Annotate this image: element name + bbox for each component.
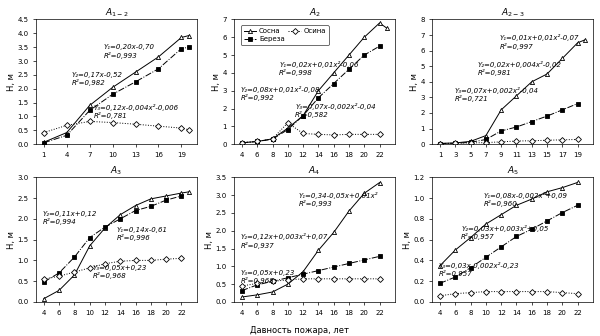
Text: Y₃=0,05x+0,23
R²=0,968: Y₃=0,05x+0,23 R²=0,968 bbox=[241, 269, 295, 284]
Text: Y₂=0,11x+0,12
R²=0,994: Y₂=0,11x+0,12 R²=0,994 bbox=[43, 211, 97, 225]
Text: Y₁=0,02x+0,01x²-0,06
R²=0,998: Y₁=0,02x+0,01x²-0,06 R²=0,998 bbox=[279, 60, 359, 76]
Text: Y₁=0,08x-0,002x²+0,09
R²=0,960: Y₁=0,08x-0,002x²+0,09 R²=0,960 bbox=[484, 192, 568, 207]
Text: Y₃=0,03x-0,002x²-0,23
R²=0,957: Y₃=0,03x-0,002x²-0,23 R²=0,957 bbox=[439, 262, 520, 277]
Text: Y₁=0,20x-0,70
R²=0,993: Y₁=0,20x-0,70 R²=0,993 bbox=[104, 44, 155, 58]
Y-axis label: H, м: H, м bbox=[7, 231, 16, 249]
Text: Y₂=0,12x+0,003x²+0,07
R²=0,937: Y₂=0,12x+0,003x²+0,07 R²=0,937 bbox=[241, 234, 328, 249]
Title: $A_{4}$: $A_{4}$ bbox=[308, 165, 320, 177]
Text: Y₂=0,17x-0,52
R²=0,982: Y₂=0,17x-0,52 R²=0,982 bbox=[71, 72, 122, 86]
Y-axis label: H, м: H, м bbox=[403, 231, 412, 249]
Y-axis label: H, м: H, м bbox=[410, 73, 419, 91]
Text: Y₂=0,03x+0,003x²+0,05
R²=0,957: Y₂=0,03x+0,003x²+0,05 R²=0,957 bbox=[461, 225, 548, 240]
Text: Y₁=0,14x-0,61
R²=0,996: Y₁=0,14x-0,61 R²=0,996 bbox=[116, 227, 167, 241]
Title: $A_{1-2}$: $A_{1-2}$ bbox=[104, 7, 128, 19]
Title: $A_{2}$: $A_{2}$ bbox=[308, 7, 320, 19]
Text: Y₁=0,01x+0,01x²-0,07
R²=0,997: Y₁=0,01x+0,01x²-0,07 R²=0,997 bbox=[500, 34, 580, 50]
Legend: Сосна, Береза, Осина: Сосна, Береза, Осина bbox=[241, 26, 329, 45]
Text: Y₂=0,02x+0,004x²-0,02
R²=0,981: Y₂=0,02x+0,004x²-0,02 R²=0,981 bbox=[478, 60, 562, 76]
Title: $A_{5}$: $A_{5}$ bbox=[506, 165, 519, 177]
Y-axis label: H, м: H, м bbox=[212, 73, 221, 91]
Text: Y₂=0,08x+0,01x²-0,08
R²=0,992: Y₂=0,08x+0,01x²-0,08 R²=0,992 bbox=[241, 86, 320, 101]
Text: Y₃=0,07x+0,002x²-0,04
R²=0,721: Y₃=0,07x+0,002x²-0,04 R²=0,721 bbox=[455, 87, 539, 102]
Text: Y₃=0,05x+0,23
R²=0,968: Y₃=0,05x+0,23 R²=0,968 bbox=[92, 264, 147, 279]
Y-axis label: H, м: H, м bbox=[7, 73, 16, 91]
Text: Y₁=0,34-0,05x+0,01x²
R²=0,993: Y₁=0,34-0,05x+0,01x² R²=0,993 bbox=[299, 192, 378, 207]
Text: Y₃=0,12x-0,004x²-0,006
R²=0,781: Y₃=0,12x-0,004x²-0,006 R²=0,781 bbox=[94, 104, 179, 120]
Text: Y₃=0,07x-0,002x²-0,04
R²=0,582: Y₃=0,07x-0,002x²-0,04 R²=0,582 bbox=[295, 103, 376, 118]
Title: $A_{2-3}$: $A_{2-3}$ bbox=[501, 7, 524, 19]
Text: Давность пожара, лет: Давность пожара, лет bbox=[251, 326, 349, 335]
Title: $A_{3}$: $A_{3}$ bbox=[110, 165, 122, 177]
Y-axis label: H, м: H, м bbox=[205, 231, 214, 249]
